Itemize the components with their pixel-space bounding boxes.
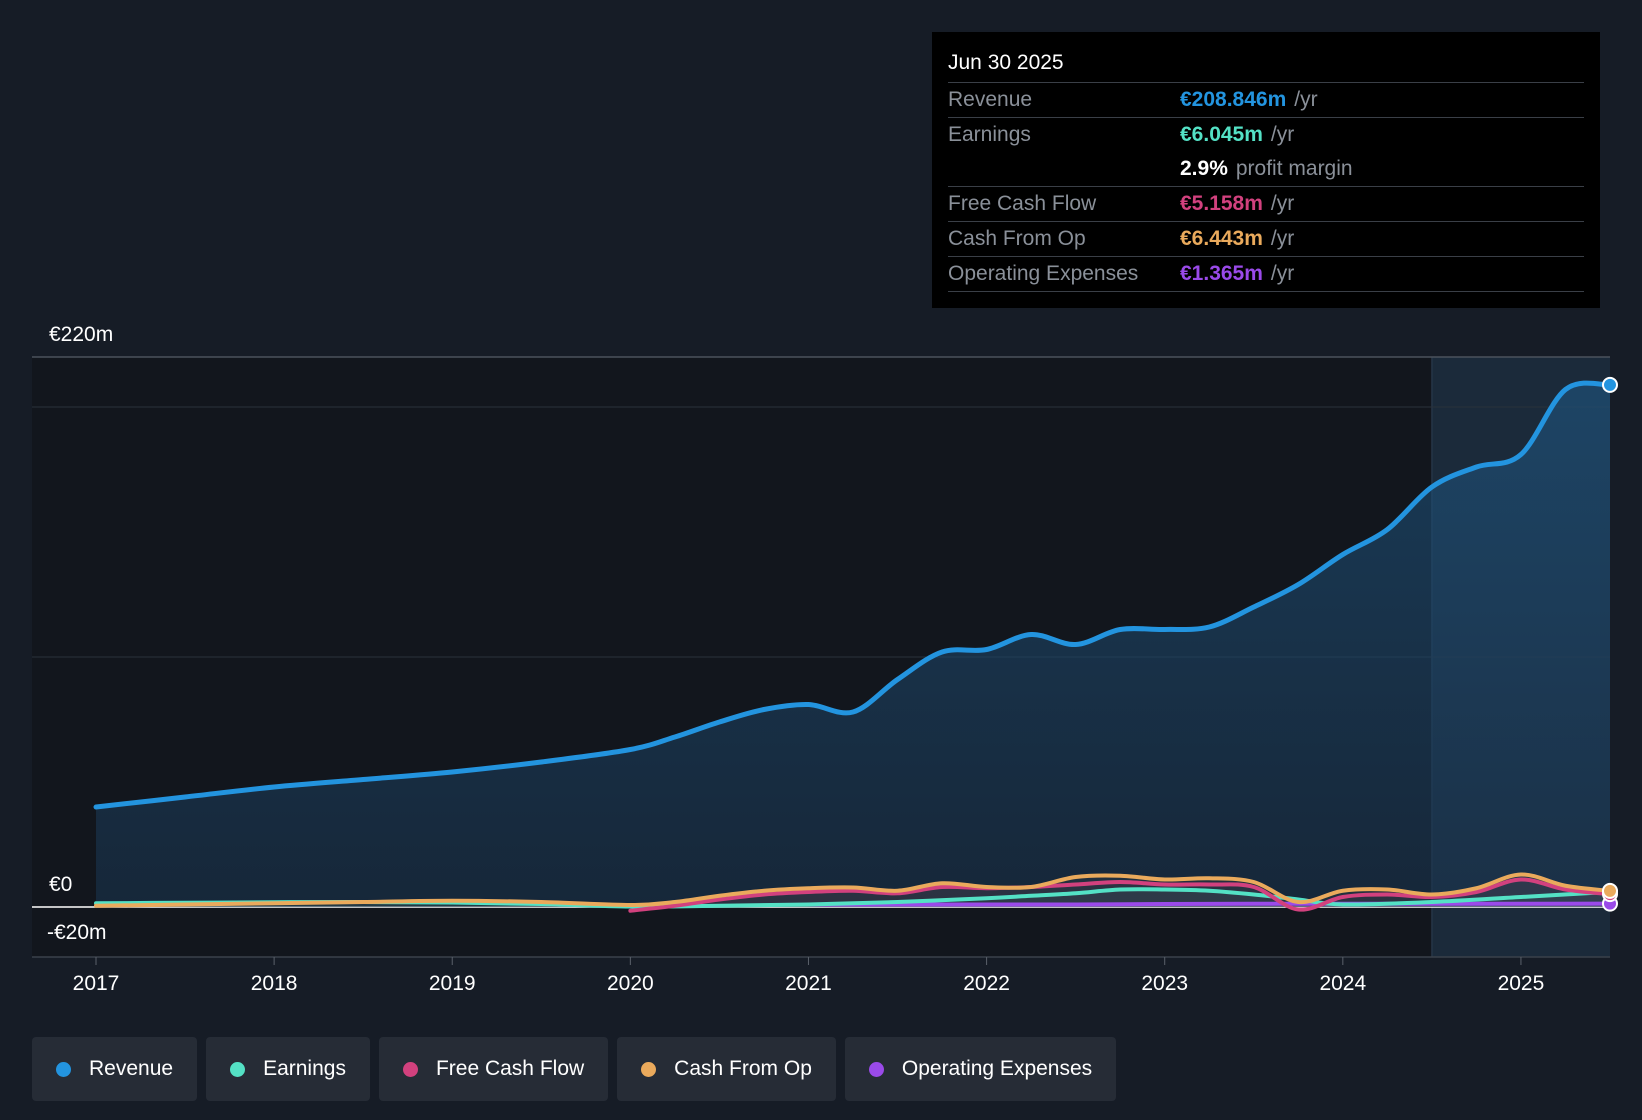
tooltip-unit: /yr — [1270, 262, 1295, 285]
tooltip-row: Free Cash Flow €5.158m/yr — [948, 186, 1584, 221]
x-tick-label: 2021 — [785, 972, 832, 995]
x-tick-label: 2024 — [1319, 972, 1366, 995]
tooltip-row: Operating Expenses €1.365m/yr — [948, 256, 1584, 292]
tooltip-label: Operating Expenses — [948, 262, 1139, 285]
x-tick-label: 2022 — [963, 972, 1010, 995]
tooltip-value: €6.045m — [1180, 123, 1263, 146]
tooltip-unit: /yr — [1294, 88, 1318, 111]
tooltip-unit: profit margin — [1235, 157, 1353, 180]
legend-label: Operating Expenses — [901, 1057, 1093, 1080]
tooltip-row: Earnings €6.045m/yr — [948, 117, 1584, 152]
cash-from-op-endpoint — [1602, 882, 1618, 899]
operating-expenses-line — [806, 901, 1612, 907]
y-tick-label: €220m — [49, 323, 113, 346]
free-cash-flow-line — [628, 877, 1612, 913]
revenue-endpoint — [1602, 376, 1618, 393]
x-tick-label: 2019 — [429, 972, 476, 995]
tooltip-value: €208.846m — [1180, 88, 1287, 111]
legend-label: Earnings — [263, 1057, 346, 1080]
x-tick-label: 2025 — [1498, 972, 1545, 995]
x-tick-label: 2023 — [1141, 972, 1188, 995]
y-tick-label: €0 — [49, 873, 72, 896]
tooltip-panel: Jun 30 2025 Revenue €208.846m/yr Earnings €… — [932, 32, 1600, 308]
tooltip-unit: /yr — [1270, 192, 1295, 215]
x-tick-label: 2020 — [607, 972, 654, 995]
tooltip-unit: /yr — [1270, 123, 1295, 146]
revenue-area — [96, 383, 1610, 908]
legend-dot-icon — [641, 1061, 657, 1077]
tooltip-value: €5.158m — [1180, 192, 1263, 215]
legend-label: Revenue — [89, 1057, 174, 1080]
y-tick-label: -€20m — [47, 921, 107, 944]
tooltip-label: Revenue — [948, 88, 1033, 111]
legend-dot-icon — [868, 1061, 884, 1077]
legend-item-earnings[interactable]: Earnings — [206, 1037, 370, 1101]
legend: Revenue Earnings Free Cash Flow Cash From O… — [32, 1037, 1117, 1101]
tooltip-row: Cash From Op €6.443m/yr — [948, 221, 1584, 256]
x-tick-label: 2018 — [251, 972, 298, 995]
legend-dot-icon — [230, 1061, 246, 1077]
tooltip-unit: /yr — [1270, 227, 1295, 250]
legend-label: Cash From Op — [674, 1057, 812, 1080]
legend-item-cash-from-op[interactable]: Cash From Op — [617, 1037, 836, 1101]
tooltip-value: 2.9% — [1180, 157, 1228, 180]
revenue-line — [93, 380, 1613, 810]
tooltip-label: Cash From Op — [948, 227, 1086, 250]
tooltip-row: Revenue €208.846m/yr — [948, 82, 1584, 117]
tooltip-date: Jun 30 2025 — [948, 51, 1064, 74]
legend-item-revenue[interactable]: Revenue — [32, 1037, 198, 1101]
tooltip-row: 2.9% profit margin — [948, 152, 1584, 186]
tooltip-label: Earnings — [948, 123, 1031, 146]
legend-dot-icon — [402, 1061, 418, 1077]
legend-item-operating-expenses[interactable]: Operating Expenses — [844, 1037, 1117, 1101]
tooltip-value: €6.443m — [1180, 227, 1263, 250]
tooltip-value: €1.365m — [1180, 262, 1263, 285]
cash-from-op-line — [94, 872, 1612, 908]
legend-dot-icon — [56, 1061, 71, 1077]
legend-item-free-cash-flow[interactable]: Free Cash Flow — [378, 1037, 609, 1101]
legend-label: Free Cash Flow — [435, 1057, 585, 1080]
tooltip-label: Free Cash Flow — [948, 192, 1097, 215]
x-tick-label: 2017 — [73, 972, 120, 995]
